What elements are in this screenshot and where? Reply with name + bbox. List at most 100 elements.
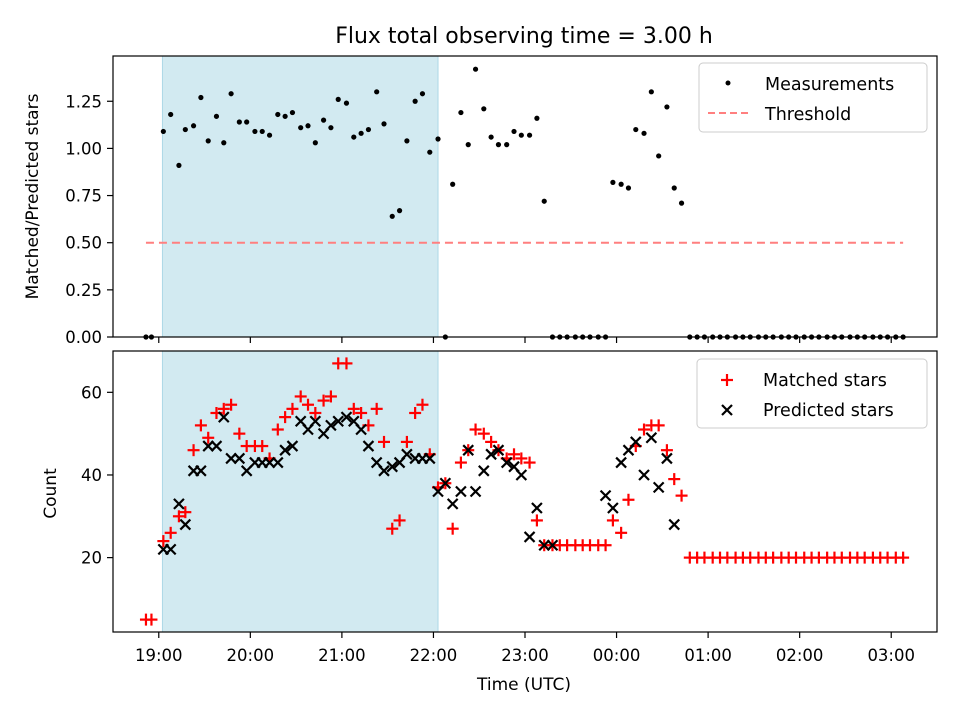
matched-star-point: [638, 423, 651, 436]
measurement-point: [504, 142, 510, 148]
measurement-point: [419, 91, 426, 97]
top-legend-box: [698, 62, 928, 133]
matched-star-point: [294, 390, 307, 403]
measurement-point: [365, 126, 372, 133]
predicted-star-point: [485, 448, 497, 461]
x-tick-label: 22:00: [410, 646, 458, 665]
measurement-point: [541, 198, 547, 204]
x-tick-label: 00:00: [593, 646, 641, 665]
matched-star-point: [317, 394, 330, 407]
top-legend: Measurements Threshold: [698, 62, 928, 133]
matched-star-point: [172, 510, 185, 523]
measurement-point: [641, 130, 647, 136]
bot-y-tick-label: 20: [81, 549, 102, 568]
predicted-star-point: [538, 539, 551, 551]
measurement-point: [343, 100, 350, 106]
predicted-star-point: [233, 452, 246, 465]
measurement-point: [396, 208, 403, 214]
matched-star-point: [523, 456, 536, 469]
predicted-star-point: [164, 543, 177, 556]
predicted-star-point: [325, 419, 337, 432]
measurement-point: [381, 121, 387, 127]
matched-star-point: [485, 435, 498, 448]
matched-star-point: [302, 398, 315, 411]
bottom-plot-marks: [139, 357, 910, 626]
measurement-point: [168, 111, 174, 118]
predicted-star-point: [546, 539, 559, 551]
measurement-point: [160, 128, 166, 135]
top-plot-marks: [143, 66, 906, 340]
matched-star-point: [194, 419, 207, 432]
predicted-star-point: [263, 456, 276, 469]
matched-star-point: [217, 402, 230, 415]
measurement-point: [495, 142, 502, 148]
matched-star-point: [233, 427, 246, 440]
matched-star-point: [145, 613, 158, 626]
matched-star-point: [446, 522, 459, 535]
matched-star-point: [409, 406, 422, 419]
predicted-star-point: [500, 456, 513, 469]
predicted-star-point: [332, 415, 345, 428]
top-y-axis-label: Matched/Predicted stars: [23, 93, 43, 299]
bottom-legend: Matched stars Predicted stars: [696, 358, 928, 429]
measurement-point: [358, 130, 364, 136]
measurement-point: [221, 140, 227, 146]
predicted-star-point: [607, 502, 619, 514]
predicted-star-point: [645, 432, 658, 444]
top-y-tick-label: 1.25: [65, 92, 102, 111]
matched-star-point: [652, 419, 665, 432]
measurement-point: [511, 128, 517, 135]
measurement-point: [374, 89, 380, 95]
x-tick-label: 21:00: [318, 646, 366, 665]
predicted-star-point: [599, 489, 612, 502]
measurement-point: [351, 134, 357, 140]
bottom-y-axis-label: Count: [41, 468, 61, 519]
bottom-x-axis: 19:00 20:00 21:00 22:00 23:00 00:00 01:00 02:00…: [135, 632, 915, 665]
measurement-point: [450, 181, 456, 187]
measurement-point: [198, 94, 204, 101]
measurement-point: [610, 179, 616, 185]
measurement-point: [205, 138, 211, 144]
predicted-star-point: [661, 452, 673, 465]
matched-star-point: [225, 398, 238, 411]
measurement-point: [427, 149, 433, 155]
measurement-point: [534, 115, 540, 121]
matched-star-point: [279, 411, 292, 424]
top-observing-interval: [161, 55, 439, 338]
predicted-star-point: [523, 531, 536, 543]
measurement-point: [320, 117, 327, 123]
legend-measurements-label: Measurements: [765, 75, 894, 95]
matched-star-point: [256, 440, 269, 453]
measurement-point: [252, 128, 258, 135]
measurement-point: [176, 162, 182, 168]
matched-star-point: [157, 535, 170, 548]
legend-predicted-label: Predicted stars: [763, 401, 894, 421]
measurement-point: [481, 106, 487, 112]
matched-star-point: [271, 423, 284, 436]
matched-star-point: [378, 435, 391, 448]
measurement-point: [472, 66, 479, 72]
predicted-star-point: [225, 452, 237, 465]
top-y-tick-label: 0.75: [65, 187, 102, 206]
measurement-point: [213, 113, 220, 119]
predicted-star-point: [179, 518, 192, 531]
predicted-star-point: [401, 448, 413, 461]
matched-star-point: [355, 406, 368, 419]
measurement-point: [298, 125, 304, 131]
top-x-ticks: [158, 337, 892, 343]
top-y-tick-label: 0.00: [65, 328, 102, 347]
matched-star-point: [324, 390, 337, 403]
predicted-star-point: [446, 498, 459, 510]
legend-matched-marker: [721, 374, 733, 386]
measurement-point: [656, 153, 662, 159]
matched-star-point: [187, 444, 200, 457]
matched-star-point: [508, 448, 521, 461]
matched-star-point: [340, 357, 353, 370]
matched-star-point: [370, 402, 383, 415]
measurement-point: [236, 119, 242, 125]
predicted-star-point: [272, 456, 284, 469]
x-tick-label: 19:00: [135, 646, 183, 665]
predicted-star-point: [455, 485, 467, 498]
matched-star-point: [400, 435, 413, 448]
predicted-star-point: [210, 440, 223, 452]
